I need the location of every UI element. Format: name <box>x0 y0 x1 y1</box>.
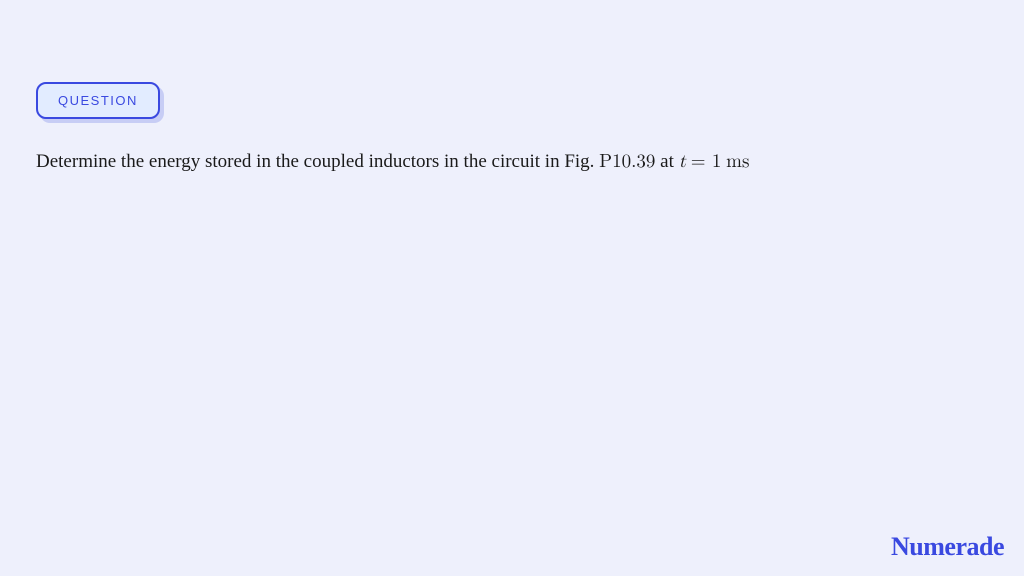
value: 1 <box>712 152 722 171</box>
question-badge: QUESTION <box>36 82 160 119</box>
variable-t: t <box>679 152 686 171</box>
unit: ms <box>726 152 749 171</box>
question-text: Determine the energy stored in the coupl… <box>36 149 988 176</box>
question-mid: at <box>660 151 678 172</box>
content-area: QUESTION Determine the energy stored in … <box>0 0 1024 176</box>
brand-logo: Numerade <box>891 532 1004 562</box>
badge-label: QUESTION <box>58 93 138 108</box>
question-prefix: Determine the energy stored in the coupl… <box>36 151 599 172</box>
equals-sign: = <box>691 152 712 171</box>
figure-reference: P10.39 <box>599 152 655 171</box>
brand-name: Numerade <box>891 532 1004 561</box>
